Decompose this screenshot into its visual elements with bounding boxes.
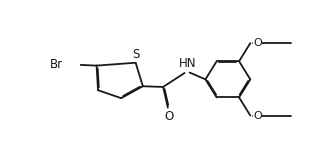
Text: Br: Br [50,58,63,71]
Text: O: O [253,38,262,48]
Text: O: O [253,111,262,121]
Text: O: O [164,110,173,123]
Text: S: S [132,48,139,61]
Text: HN: HN [179,57,197,70]
